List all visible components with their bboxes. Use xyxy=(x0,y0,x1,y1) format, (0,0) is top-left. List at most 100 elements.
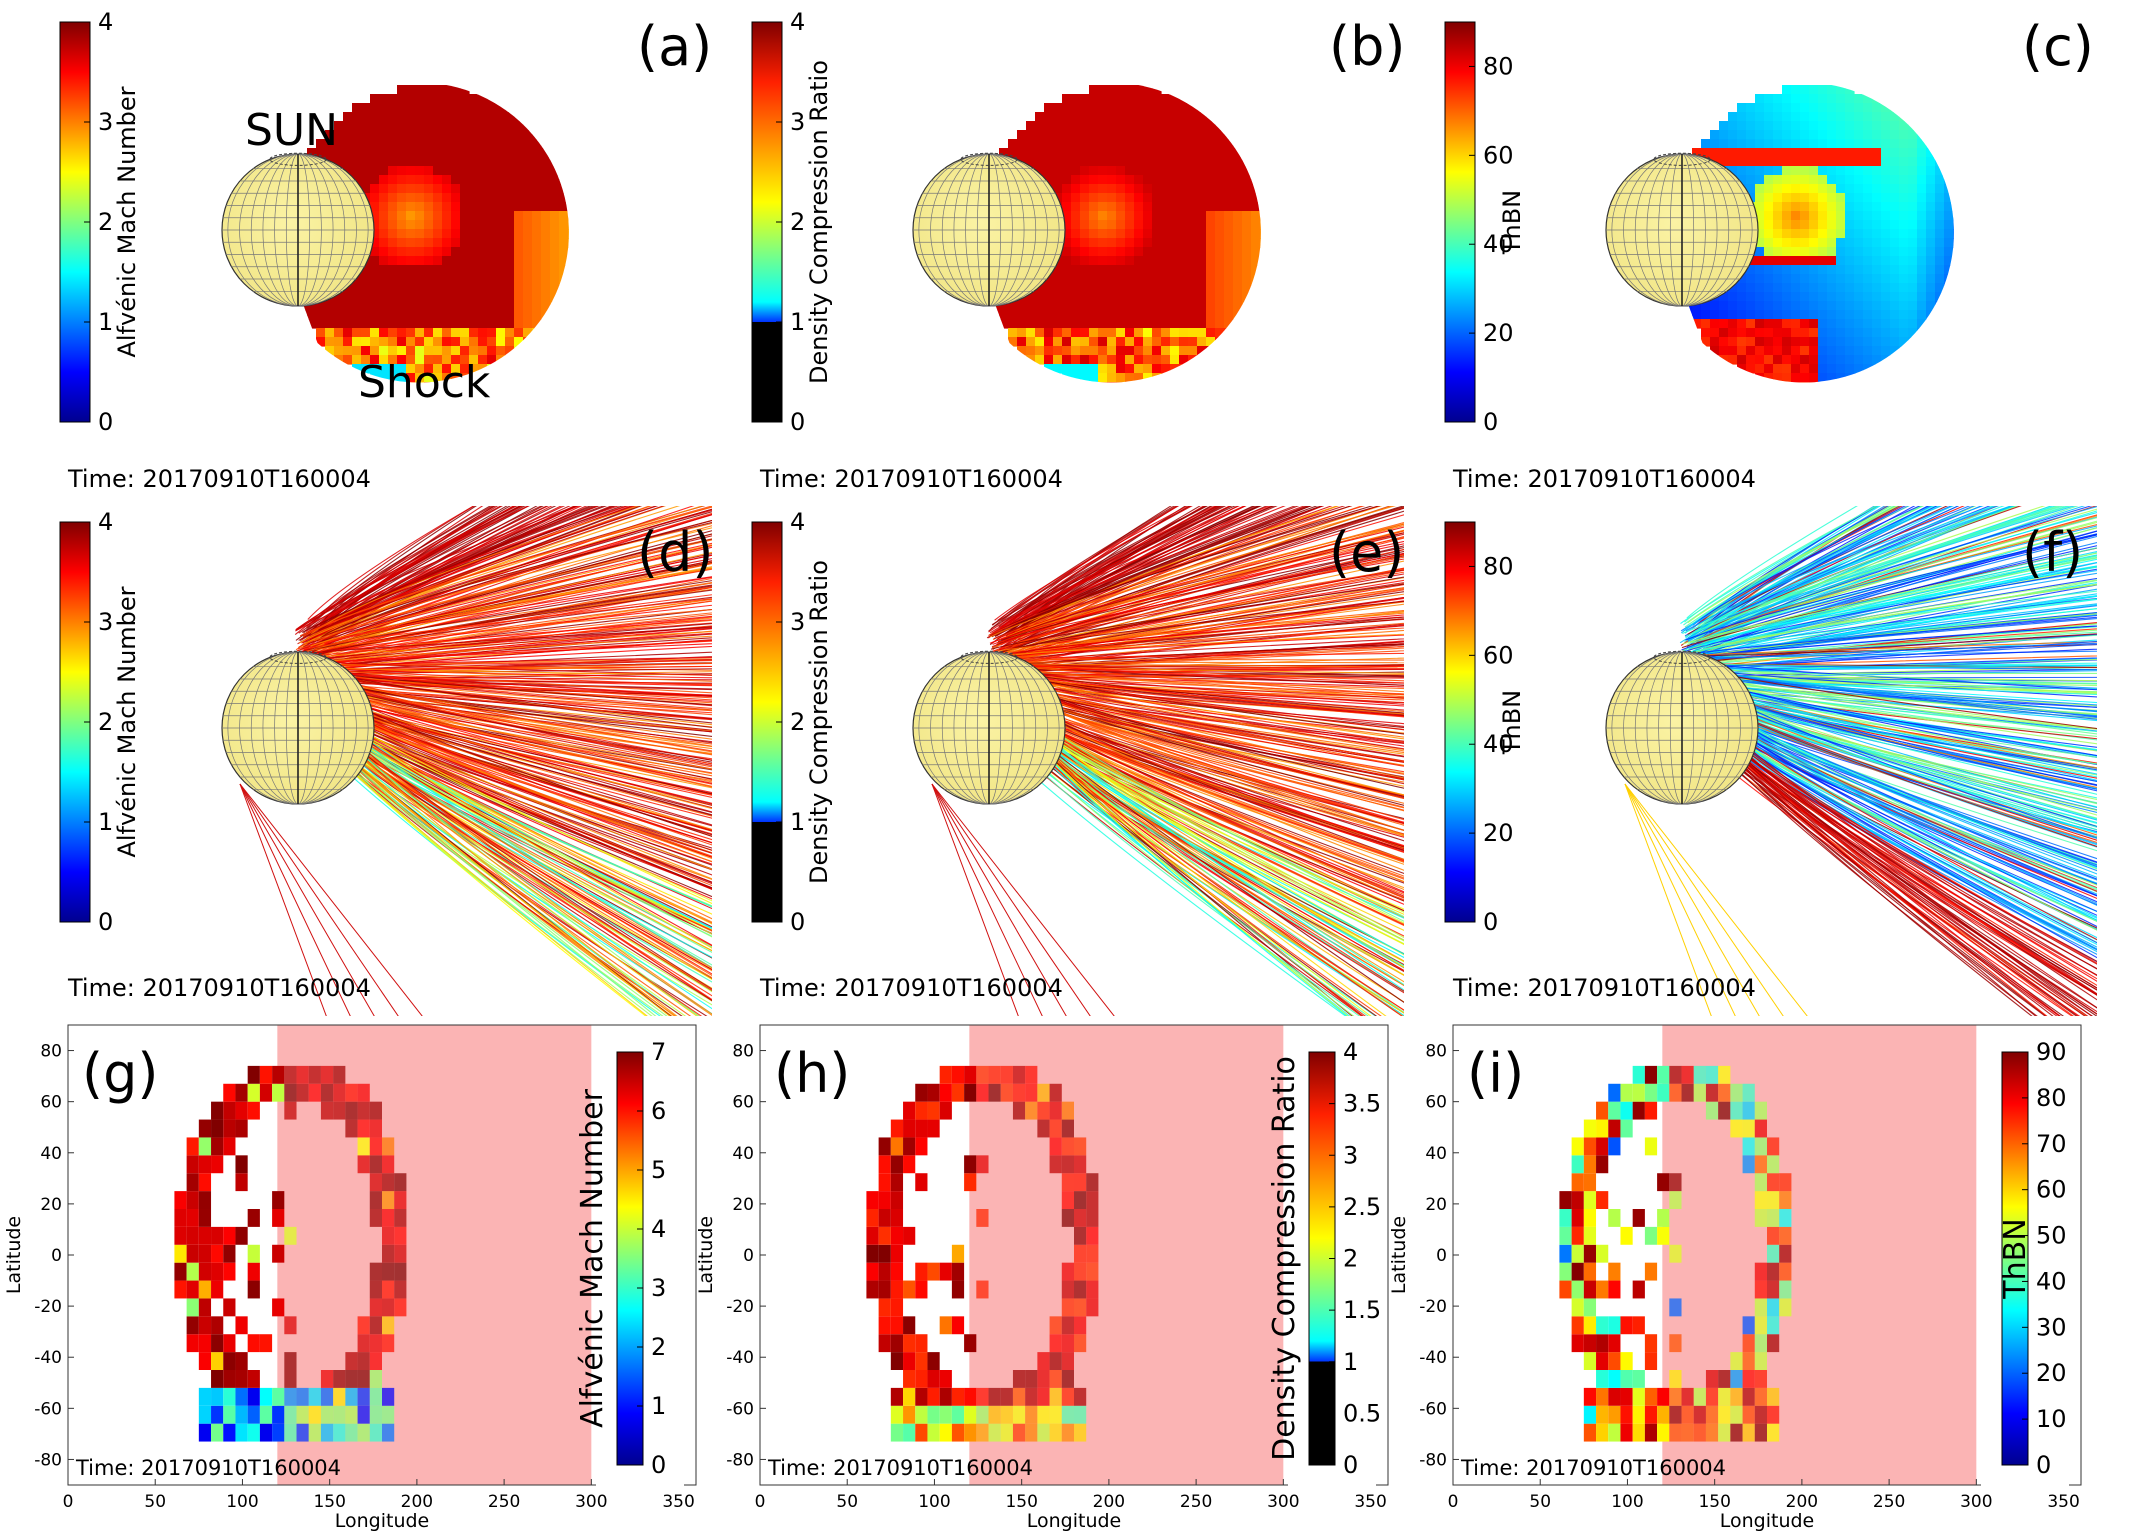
shock-cell xyxy=(1764,373,1774,383)
map-cell xyxy=(247,1065,260,1084)
shock-cell xyxy=(1782,202,1792,212)
shock-cell xyxy=(1881,184,1891,194)
field-line xyxy=(1699,506,2066,637)
map-cell xyxy=(345,1387,358,1406)
map-cell xyxy=(235,1370,248,1388)
shock-cell xyxy=(1917,274,1927,284)
shock-cell xyxy=(1053,319,1063,329)
shock-cell xyxy=(1935,301,1945,311)
map-cell xyxy=(1767,1137,1780,1156)
shock-cell xyxy=(1188,130,1198,140)
shock-cell xyxy=(1143,112,1153,122)
shock-cell xyxy=(577,238,587,248)
map-cell xyxy=(198,1119,212,1138)
map-cell xyxy=(903,1405,916,1424)
shock-cell xyxy=(352,130,362,140)
shock-cell xyxy=(1098,337,1108,347)
map-cell xyxy=(903,1226,916,1245)
shock-cell xyxy=(1188,373,1198,383)
map-cell xyxy=(186,1334,199,1353)
field-line xyxy=(1004,536,1404,641)
shock-cell xyxy=(1917,220,1927,230)
shock-cell xyxy=(1827,157,1837,167)
shock-cell xyxy=(1836,301,1846,311)
map-cell xyxy=(1608,1101,1621,1120)
shock-cell xyxy=(505,265,515,275)
shock-cell xyxy=(1863,175,1873,185)
shock-cell xyxy=(505,175,515,185)
shock-cell xyxy=(1737,148,1747,158)
map-cell xyxy=(198,1352,212,1370)
map-cell xyxy=(369,1191,382,1209)
shock-cell xyxy=(1800,229,1810,239)
colorbar-tick-label: 1 xyxy=(651,1392,666,1420)
shock-cell xyxy=(577,229,587,239)
map-cell xyxy=(1086,1226,1099,1245)
shock-cell xyxy=(370,112,380,122)
shock-cell xyxy=(1044,175,1054,185)
shock-cell xyxy=(1926,193,1936,203)
shock-cell xyxy=(1710,310,1720,320)
colorbar-tick-label: 1 xyxy=(98,808,113,836)
shock-cell xyxy=(1908,139,1918,149)
shock-cell xyxy=(1890,238,1900,248)
map-cell xyxy=(1025,1083,1038,1102)
shock-cell xyxy=(1845,301,1855,311)
map-cell xyxy=(1632,1209,1645,1227)
map-cell xyxy=(890,1316,904,1335)
shock-cell xyxy=(541,301,551,311)
shock-cell xyxy=(1890,166,1900,176)
map-cell xyxy=(296,1405,309,1424)
shock-cell xyxy=(514,229,524,239)
map-cell xyxy=(1644,1137,1658,1156)
shock-cell xyxy=(1233,157,1243,167)
map-cell xyxy=(1644,1334,1658,1353)
shock-cell xyxy=(1782,373,1792,383)
x-tick-label: 50 xyxy=(836,1492,858,1512)
field-line xyxy=(1687,579,2097,656)
shock-cell xyxy=(343,319,353,329)
shock-cell xyxy=(1926,238,1936,248)
map-cell xyxy=(1718,1370,1731,1388)
shock-cell xyxy=(433,211,443,221)
shock-cell xyxy=(1908,211,1918,221)
shock-cell xyxy=(370,301,380,311)
shock-cell xyxy=(1800,202,1810,212)
shock-cell xyxy=(451,175,461,185)
shock-cell xyxy=(1080,301,1090,311)
shock-cell xyxy=(1035,346,1045,356)
map-cell xyxy=(1571,1244,1584,1263)
shock-cell xyxy=(433,355,443,365)
map-cell xyxy=(235,1352,248,1370)
shock-cell xyxy=(1206,148,1216,158)
map-cell xyxy=(308,1423,321,1442)
shock-cell xyxy=(1035,355,1045,365)
shock-cell xyxy=(1782,103,1792,113)
shock-cell xyxy=(1080,166,1090,176)
shock-cell xyxy=(1071,265,1081,275)
shock-cell xyxy=(1881,211,1891,221)
shock-cell xyxy=(388,283,398,293)
shock-cell xyxy=(1809,292,1819,302)
map-cell xyxy=(1571,1173,1584,1192)
shock-cell xyxy=(1206,238,1216,248)
shock-cell xyxy=(1107,202,1117,212)
shock-cell xyxy=(1107,283,1117,293)
map-cell xyxy=(1608,1370,1621,1388)
shock-cell xyxy=(1890,292,1900,302)
shock-cell xyxy=(1170,220,1180,230)
field-line xyxy=(1684,506,2072,638)
shock-cell xyxy=(469,157,479,167)
shock-cell xyxy=(505,103,515,113)
shock-cell xyxy=(1008,148,1018,158)
shock-cell xyxy=(1134,292,1144,302)
shock-cell xyxy=(1098,310,1108,320)
field-line xyxy=(1000,532,1404,641)
shock-cell xyxy=(1098,274,1108,284)
shock-cell xyxy=(1899,184,1909,194)
shock-cell xyxy=(1836,157,1846,167)
shock-cell xyxy=(1728,355,1738,365)
shock-cell xyxy=(1269,247,1279,257)
map-cell xyxy=(1571,1191,1584,1209)
